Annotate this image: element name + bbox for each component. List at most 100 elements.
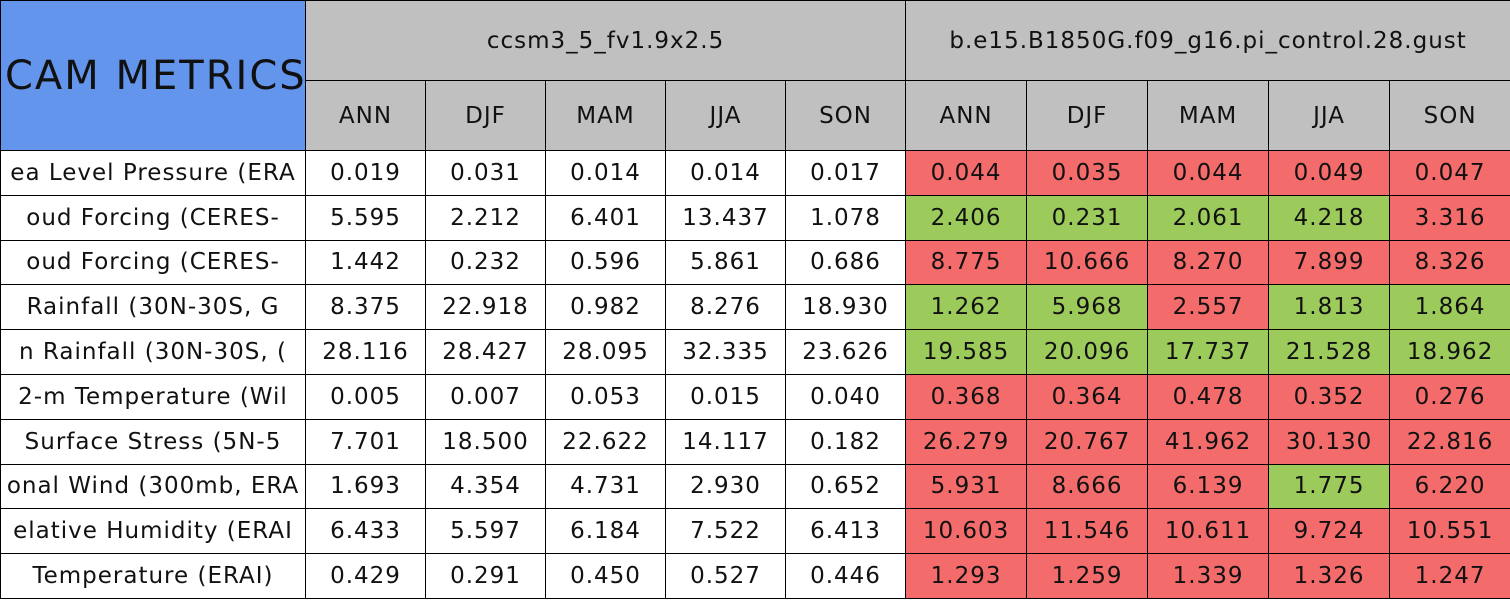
value-cell: 14.117 bbox=[665, 418, 786, 465]
value-cell: 1.339 bbox=[1147, 553, 1270, 599]
value-cell: 3.316 bbox=[1389, 194, 1510, 241]
row-label: ea Level Pressure (ERA bbox=[10, 159, 296, 186]
value: 2.212 bbox=[450, 204, 521, 231]
season: ANN bbox=[338, 102, 393, 129]
value-cell: 4.218 bbox=[1268, 194, 1391, 241]
value-cell: 1.693 bbox=[305, 463, 426, 510]
value-cell: 8.666 bbox=[1026, 463, 1149, 510]
value: 8.276 bbox=[690, 294, 761, 321]
season: ANN bbox=[939, 102, 993, 129]
value: 22.918 bbox=[442, 294, 529, 321]
group-name: ccsm3_5_fv1.9x2.5 bbox=[486, 27, 725, 54]
value: 18.930 bbox=[802, 294, 889, 321]
value-cell: 28.116 bbox=[305, 329, 426, 375]
value: 1.293 bbox=[930, 563, 1002, 590]
data-row: Rainfall (30N-30S, G 8.375 22.918 0.982 8.27… bbox=[0, 284, 1510, 331]
value: 0.015 bbox=[690, 383, 761, 410]
value: 1.078 bbox=[810, 204, 881, 231]
value-cell: 5.968 bbox=[1026, 284, 1149, 331]
row-label-cell: elative Humidity (ERAI bbox=[0, 508, 306, 555]
value: 0.014 bbox=[570, 159, 641, 186]
value: 0.276 bbox=[1414, 383, 1486, 410]
value-cell: 2.212 bbox=[425, 194, 546, 241]
value-cell: 5.597 bbox=[425, 508, 546, 555]
value-cell: 0.007 bbox=[425, 373, 546, 420]
value: 0.352 bbox=[1293, 383, 1365, 410]
row-label-cell: Temperature (ERAI) bbox=[0, 553, 306, 599]
value-cell: 0.005 bbox=[305, 373, 426, 420]
value: 10.603 bbox=[922, 518, 1010, 545]
value-cell: 0.450 bbox=[545, 553, 666, 599]
row-label-cell: onal Wind (300mb, ERA bbox=[0, 463, 306, 510]
value-cell: 26.279 bbox=[905, 418, 1028, 465]
value: 9.724 bbox=[1293, 518, 1365, 545]
data-row: oud Forcing (CERES- 5.595 2.212 6.401 13.437… bbox=[0, 194, 1510, 241]
value: 2.930 bbox=[690, 473, 761, 500]
value-cell: 0.478 bbox=[1147, 373, 1270, 420]
season: MAM bbox=[576, 102, 635, 129]
value-cell: 0.596 bbox=[545, 239, 666, 286]
value: 2.557 bbox=[1172, 294, 1244, 321]
title: CAM METRICS bbox=[5, 52, 306, 99]
value-cell: 13.437 bbox=[665, 194, 786, 241]
value-cell: 10.611 bbox=[1147, 508, 1270, 555]
value-cell: 22.918 bbox=[425, 284, 546, 331]
value: 10.666 bbox=[1043, 249, 1131, 276]
value: 1.247 bbox=[1414, 563, 1486, 590]
value: 5.861 bbox=[690, 249, 761, 276]
season: SON bbox=[819, 102, 872, 129]
value-cell: 0.276 bbox=[1389, 373, 1510, 420]
season-header: ANN bbox=[305, 80, 426, 151]
value-cell: 10.666 bbox=[1026, 239, 1149, 286]
value-cell: 1.775 bbox=[1268, 463, 1391, 510]
value: 28.427 bbox=[442, 339, 529, 366]
value: 8.775 bbox=[930, 249, 1002, 276]
value: 0.652 bbox=[810, 473, 881, 500]
value: 0.049 bbox=[1293, 159, 1365, 186]
value-cell: 20.767 bbox=[1026, 418, 1149, 465]
value-cell: 1.262 bbox=[905, 284, 1028, 331]
value-cell: 0.044 bbox=[1147, 150, 1270, 196]
value: 26.279 bbox=[922, 428, 1010, 455]
value-cell: 10.603 bbox=[905, 508, 1028, 555]
season: DJF bbox=[1066, 102, 1108, 129]
value: 7.899 bbox=[1293, 249, 1365, 276]
value-cell: 9.724 bbox=[1268, 508, 1391, 555]
value-cell: 0.352 bbox=[1268, 373, 1391, 420]
value-cell: 7.701 bbox=[305, 418, 426, 465]
value: 1.259 bbox=[1051, 563, 1123, 590]
value-cell: 1.864 bbox=[1389, 284, 1510, 331]
value: 13.437 bbox=[682, 204, 769, 231]
value-cell: 30.130 bbox=[1268, 418, 1391, 465]
value: 0.035 bbox=[1051, 159, 1123, 186]
value: 0.368 bbox=[930, 383, 1002, 410]
value-cell: 0.015 bbox=[665, 373, 786, 420]
value: 0.982 bbox=[570, 294, 641, 321]
data-row: elative Humidity (ERAI 6.433 5.597 6.184 7.5… bbox=[0, 508, 1510, 555]
value: 8.326 bbox=[1414, 249, 1486, 276]
value: 0.686 bbox=[810, 249, 881, 276]
data-row: n Rainfall (30N-30S, (28.116 28.427 28.095… bbox=[0, 329, 1510, 375]
value: 8.270 bbox=[1172, 249, 1244, 276]
value-cell: 28.095 bbox=[545, 329, 666, 375]
value: 0.053 bbox=[570, 383, 641, 410]
value-cell: 18.500 bbox=[425, 418, 546, 465]
value: 0.014 bbox=[690, 159, 761, 186]
value-cell: 6.413 bbox=[784, 508, 907, 555]
value: 18.500 bbox=[442, 428, 529, 455]
value-cell: 1.813 bbox=[1268, 284, 1391, 331]
value: 0.044 bbox=[930, 159, 1002, 186]
row-label: oud Forcing (CERES- bbox=[26, 249, 280, 276]
row-label-cell: Surface Stress (5N-5 bbox=[0, 418, 306, 465]
value-cell: 41.962 bbox=[1147, 418, 1270, 465]
value: 10.551 bbox=[1406, 518, 1494, 545]
value: 7.522 bbox=[690, 518, 761, 545]
value: 0.429 bbox=[330, 563, 401, 590]
row-label: onal Wind (300mb, ERA bbox=[6, 473, 300, 500]
value-cell: 32.335 bbox=[665, 329, 786, 375]
value-cell: 6.401 bbox=[545, 194, 666, 241]
value: 28.116 bbox=[322, 339, 409, 366]
value: 22.816 bbox=[1406, 428, 1494, 455]
value: 6.413 bbox=[810, 518, 881, 545]
group-header: b.e15.B1850G.f09_g16.pi_control.28.gust bbox=[905, 0, 1510, 81]
